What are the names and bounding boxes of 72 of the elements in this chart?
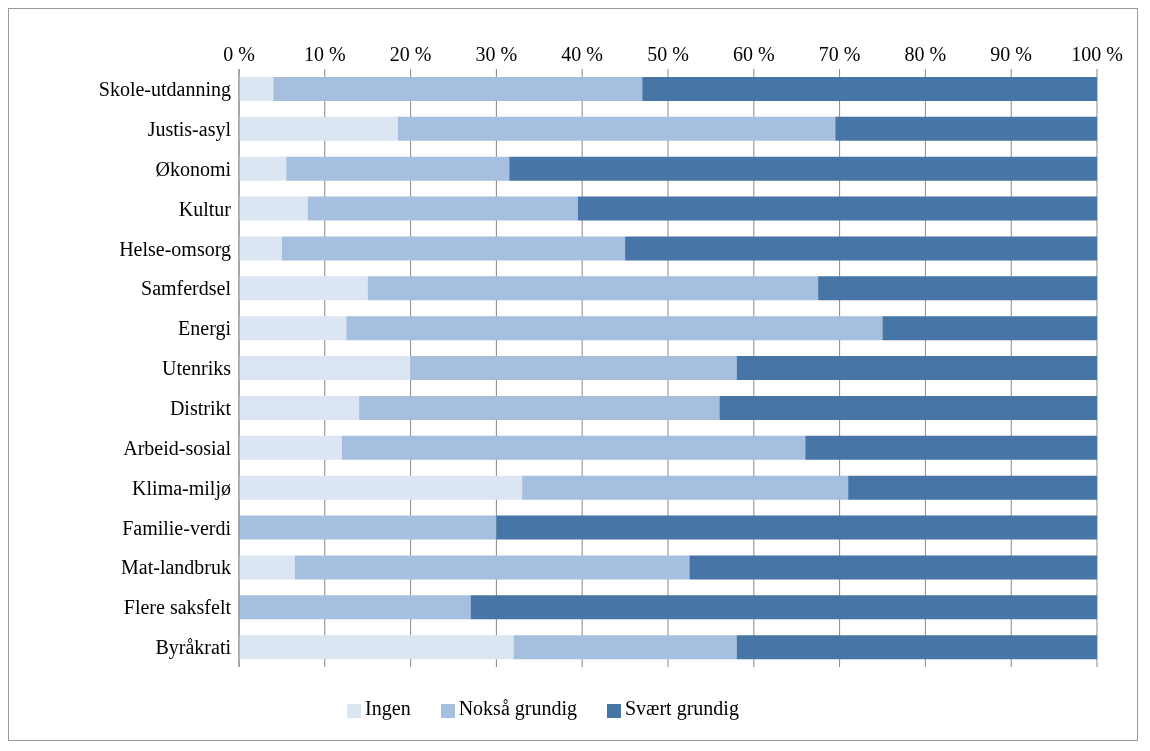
bar [239,515,497,540]
bar [522,475,849,500]
y-tick-label: Klima-miljø [132,476,231,500]
x-tick-label: 20 % [389,43,432,65]
bar [805,435,1097,460]
y-tick-label: Justis-asyl [147,117,232,141]
legend-label: Svært grundig [624,697,739,719]
y-tick-label: Økonomi [155,157,232,180]
y-tick-label: Mat-landbruk [121,556,231,579]
bar [239,156,287,181]
bar [346,316,883,341]
y-tick-label: Energi [178,317,232,341]
bar [239,316,347,341]
bar [281,236,626,261]
x-tick-label: 60 % [732,43,775,65]
bar [410,356,737,381]
bar [689,555,1097,580]
bar [367,276,819,301]
bar [625,236,1097,261]
bar [239,276,368,301]
bar [341,435,806,460]
bar [239,116,398,141]
legend-label: Ingen [365,697,411,719]
y-tick-label: Byråkrati [155,636,232,660]
bar [239,475,523,500]
bar [273,77,643,101]
y-tick-label: Utenriks [162,357,232,380]
x-tick-label: 10 % [303,43,346,65]
y-tick-label: Skole-utdanning [98,78,231,102]
y-tick-label: Arbeid-sosial [123,436,232,459]
bar [736,635,1097,660]
y-tick-label: Samferdsel [141,277,232,300]
bar [307,196,578,221]
bar [397,116,836,141]
bar [513,635,737,660]
bar [286,156,510,181]
x-tick-label: 100 % [1071,43,1123,65]
bar [294,555,690,580]
bar [882,316,1097,341]
y-tick-label: Flere saksfelt [123,596,232,619]
y-tick-label: Helse-omsorg [119,237,231,261]
x-tick-label: 90 % [990,43,1033,65]
x-tick-label: 70 % [818,43,861,65]
bar [848,475,1097,500]
bar [239,356,411,381]
legend-label: Nokså grundig [458,697,577,719]
bar [642,77,1097,101]
x-tick-label: 50 % [647,43,689,65]
bar [835,116,1097,141]
bar [239,236,282,261]
y-tick-label: Kultur [178,197,232,220]
bar [470,595,1097,620]
x-tick-label: 0 % [223,43,255,65]
bar [239,595,471,620]
y-tick-label: Distrikt [169,396,232,419]
bar [239,77,274,101]
x-tick-label: 40 % [561,43,604,65]
x-tick-label: 30 % [475,43,518,65]
x-tick-label: 80 % [904,43,947,65]
bar [496,515,1097,540]
bar [719,395,1097,420]
bar [239,635,514,660]
bar [239,555,295,580]
bar [577,196,1097,221]
bar [736,356,1097,381]
bar [818,276,1097,301]
bar [239,435,342,460]
bar [239,196,308,221]
bar [359,395,720,420]
bar [509,156,1097,181]
y-tick-label: Familie-verdi [122,516,232,539]
bar [239,395,360,420]
